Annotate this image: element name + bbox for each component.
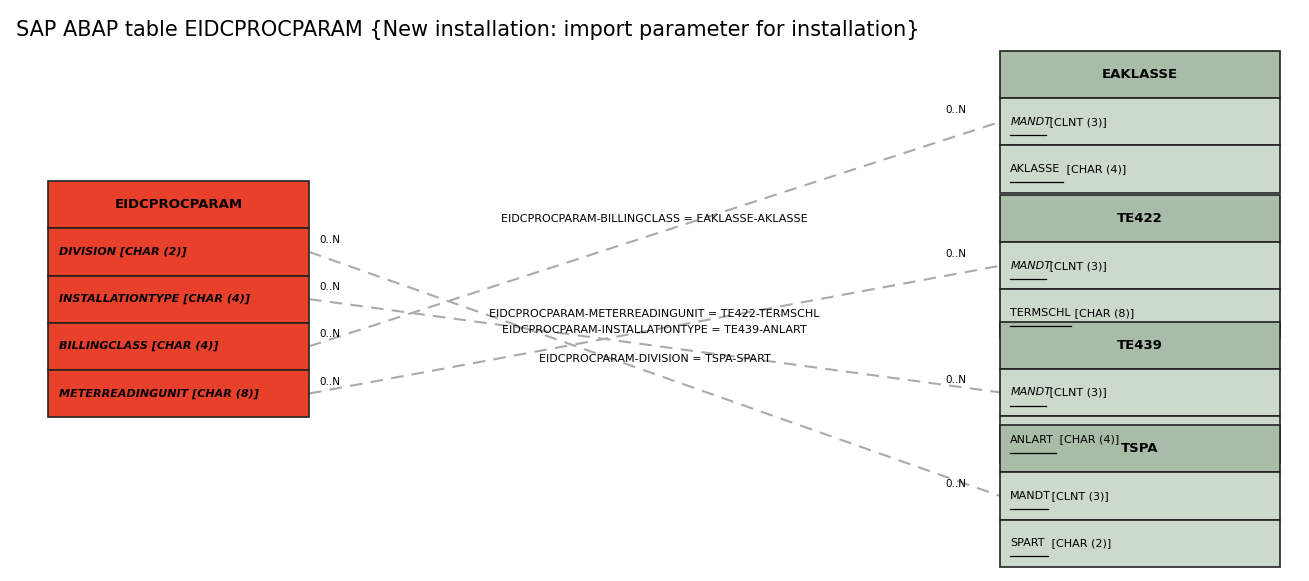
Text: [CLNT (3)]: [CLNT (3)] bbox=[1046, 117, 1107, 127]
Text: [CHAR (4)]: [CHAR (4)] bbox=[1063, 164, 1127, 174]
FancyBboxPatch shape bbox=[1000, 242, 1280, 289]
FancyBboxPatch shape bbox=[1000, 425, 1280, 472]
Text: [CHAR (8)]: [CHAR (8)] bbox=[1071, 308, 1134, 318]
FancyBboxPatch shape bbox=[1000, 98, 1280, 145]
FancyBboxPatch shape bbox=[1000, 289, 1280, 336]
Text: EIDCPROCPARAM: EIDCPROCPARAM bbox=[115, 198, 242, 211]
Text: [CLNT (3)]: [CLNT (3)] bbox=[1049, 491, 1109, 501]
Text: DIVISION [CHAR (2)]: DIVISION [CHAR (2)] bbox=[59, 247, 186, 257]
FancyBboxPatch shape bbox=[1000, 472, 1280, 519]
Text: EIDCPROCPARAM-DIVISION = TSPA-SPART: EIDCPROCPARAM-DIVISION = TSPA-SPART bbox=[538, 354, 771, 364]
Text: SPART: SPART bbox=[1011, 538, 1045, 548]
Text: SAP ABAP table EIDCPROCPARAM {New installation: import parameter for installatio: SAP ABAP table EIDCPROCPARAM {New instal… bbox=[16, 20, 919, 40]
Text: TSPA: TSPA bbox=[1122, 442, 1158, 456]
Text: EIDCPROCPARAM-METERREADINGUNIT = TE422-TERMSCHL: EIDCPROCPARAM-METERREADINGUNIT = TE422-T… bbox=[490, 309, 819, 320]
Text: [CLNT (3)]: [CLNT (3)] bbox=[1046, 388, 1107, 397]
Text: 0..N: 0..N bbox=[945, 479, 966, 489]
Text: 0..N: 0..N bbox=[945, 375, 966, 385]
Text: EIDCPROCPARAM-INSTALLATIONTYPE = TE439-ANLART: EIDCPROCPARAM-INSTALLATIONTYPE = TE439-A… bbox=[503, 325, 806, 335]
FancyBboxPatch shape bbox=[1000, 369, 1280, 416]
Text: 0..N: 0..N bbox=[945, 105, 966, 115]
Text: EAKLASSE: EAKLASSE bbox=[1102, 68, 1178, 81]
Text: MANDT: MANDT bbox=[1011, 261, 1051, 271]
Text: METERREADINGUNIT [CHAR (8)]: METERREADINGUNIT [CHAR (8)] bbox=[59, 388, 259, 399]
FancyBboxPatch shape bbox=[48, 181, 309, 228]
FancyBboxPatch shape bbox=[1000, 321, 1280, 369]
Text: TE439: TE439 bbox=[1117, 339, 1162, 352]
Text: 0..N: 0..N bbox=[319, 329, 340, 339]
FancyBboxPatch shape bbox=[1000, 51, 1280, 98]
Text: EIDCPROCPARAM-BILLINGCLASS = EAKLASSE-AKLASSE: EIDCPROCPARAM-BILLINGCLASS = EAKLASSE-AK… bbox=[501, 214, 808, 224]
Text: 0..N: 0..N bbox=[319, 235, 340, 245]
Text: 0..N: 0..N bbox=[945, 249, 966, 259]
FancyBboxPatch shape bbox=[48, 322, 309, 370]
FancyBboxPatch shape bbox=[1000, 416, 1280, 463]
FancyBboxPatch shape bbox=[48, 370, 309, 417]
Text: 0..N: 0..N bbox=[319, 376, 340, 386]
FancyBboxPatch shape bbox=[1000, 195, 1280, 242]
FancyBboxPatch shape bbox=[48, 228, 309, 275]
Text: INSTALLATIONTYPE [CHAR (4)]: INSTALLATIONTYPE [CHAR (4)] bbox=[59, 294, 250, 304]
Text: [CHAR (4)]: [CHAR (4)] bbox=[1055, 435, 1119, 444]
Text: 0..N: 0..N bbox=[319, 282, 340, 292]
FancyBboxPatch shape bbox=[1000, 145, 1280, 193]
Text: TE422: TE422 bbox=[1117, 212, 1162, 225]
Text: AKLASSE: AKLASSE bbox=[1011, 164, 1060, 174]
Text: [CLNT (3)]: [CLNT (3)] bbox=[1046, 261, 1107, 271]
Text: TERMSCHL: TERMSCHL bbox=[1011, 308, 1071, 318]
Text: MANDT: MANDT bbox=[1011, 117, 1051, 127]
FancyBboxPatch shape bbox=[1000, 519, 1280, 566]
Text: MANDT: MANDT bbox=[1011, 388, 1051, 397]
Text: [CHAR (2)]: [CHAR (2)] bbox=[1049, 538, 1111, 548]
Text: ANLART: ANLART bbox=[1011, 435, 1054, 444]
Text: BILLINGCLASS [CHAR (4)]: BILLINGCLASS [CHAR (4)] bbox=[59, 341, 219, 352]
Text: MANDT: MANDT bbox=[1011, 491, 1051, 501]
FancyBboxPatch shape bbox=[48, 275, 309, 322]
